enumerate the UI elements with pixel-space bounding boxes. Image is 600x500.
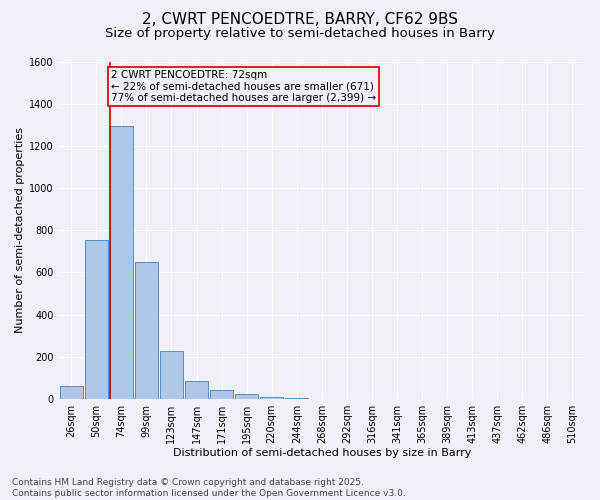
Text: 2 CWRT PENCOEDTRE: 72sqm
← 22% of semi-detached houses are smaller (671)
77% of : 2 CWRT PENCOEDTRE: 72sqm ← 22% of semi-d… — [111, 70, 376, 103]
Text: 2, CWRT PENCOEDTRE, BARRY, CF62 9BS: 2, CWRT PENCOEDTRE, BARRY, CF62 9BS — [142, 12, 458, 28]
Bar — [285, 398, 308, 399]
Bar — [235, 394, 258, 399]
Bar — [135, 262, 158, 399]
Text: Size of property relative to semi-detached houses in Barry: Size of property relative to semi-detach… — [105, 28, 495, 40]
Y-axis label: Number of semi-detached properties: Number of semi-detached properties — [15, 128, 25, 334]
Bar — [210, 390, 233, 399]
Bar — [185, 381, 208, 399]
Bar — [110, 126, 133, 399]
Bar — [160, 351, 183, 399]
Bar — [85, 240, 108, 399]
Bar — [260, 396, 283, 399]
X-axis label: Distribution of semi-detached houses by size in Barry: Distribution of semi-detached houses by … — [173, 448, 471, 458]
Text: Contains HM Land Registry data © Crown copyright and database right 2025.
Contai: Contains HM Land Registry data © Crown c… — [12, 478, 406, 498]
Bar — [59, 386, 83, 399]
